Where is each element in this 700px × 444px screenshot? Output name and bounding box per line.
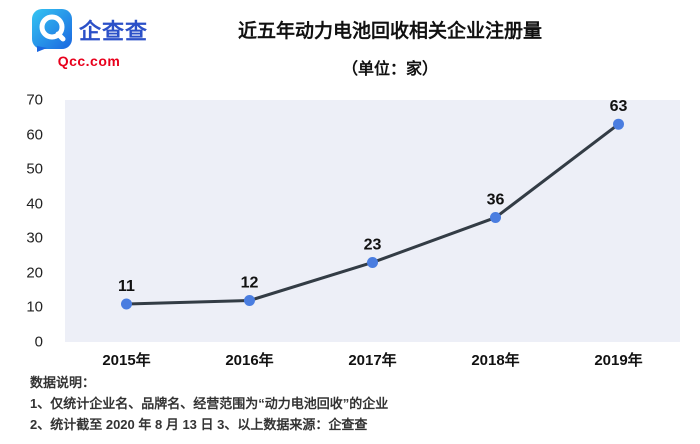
chart-point: [121, 298, 132, 310]
chart-point: [244, 295, 255, 307]
y-axis-tick-label: 40: [26, 195, 43, 213]
line-chart-plot: 11 12 23 36 63: [65, 98, 680, 342]
x-axis-tick-label: 2019年: [594, 352, 643, 369]
title-block: 近五年动力电池回收相关企业注册量 （单位：家）: [130, 16, 650, 79]
chart-point: [490, 212, 501, 224]
data-label: 11: [118, 278, 135, 295]
chart-line: [125, 122, 620, 306]
line-chart-svg: 11 12 23 36 63: [118, 98, 628, 310]
x-axis-tick-label: 2015年: [102, 352, 151, 369]
x-axis: 2015年 2016年 2017年 2018年 2019年: [65, 349, 680, 370]
y-axis: 70 60 50 40 30 20 10 0: [0, 92, 55, 351]
y-axis-tick-label: 0: [34, 333, 43, 351]
logo: 企查查 Qcc.com: [30, 8, 148, 69]
x-axis-tick-label: 2016年: [225, 352, 274, 369]
y-axis-tick-label: 10: [26, 298, 43, 316]
data-label: 36: [487, 192, 505, 209]
chart-point: [613, 118, 624, 130]
notes-line-1: 1、仅统计企业名、品牌名、经营范围为“动力电池回收”的企业: [30, 396, 389, 411]
y-axis-tick-label: 70: [26, 91, 43, 109]
qcc-magnifier-icon: [30, 8, 74, 52]
logo-domain: Qcc.com: [57, 53, 121, 69]
data-label: 63: [610, 98, 628, 115]
chart-title: 近五年动力电池回收相关企业注册量: [237, 21, 542, 42]
x-axis-tick-label: 2017年: [348, 352, 397, 369]
y-axis-tick-label: 60: [26, 126, 43, 144]
y-axis-tick-label: 30: [26, 229, 43, 247]
notes-heading: 数据说明：: [30, 375, 96, 390]
y-axis-tick-label: 50: [26, 160, 43, 178]
logo-name: 企查查: [79, 19, 149, 44]
chart-point: [367, 256, 378, 268]
data-label: 12: [241, 275, 259, 292]
notes-line-2: 2、统计截至 2020 年 8 月 13 日 3、以上数据来源：企查查: [30, 417, 368, 432]
logo-top: 企查查: [30, 8, 148, 52]
chart-subtitle: （单位：家）: [341, 61, 438, 78]
x-axis-tick-label: 2018年: [471, 352, 520, 369]
data-label: 23: [364, 236, 382, 253]
notes: 数据说明： 1、仅统计企业名、品牌名、经营范围为“动力电池回收”的企业 2、统计…: [30, 372, 388, 435]
y-axis-tick-label: 20: [26, 264, 43, 282]
